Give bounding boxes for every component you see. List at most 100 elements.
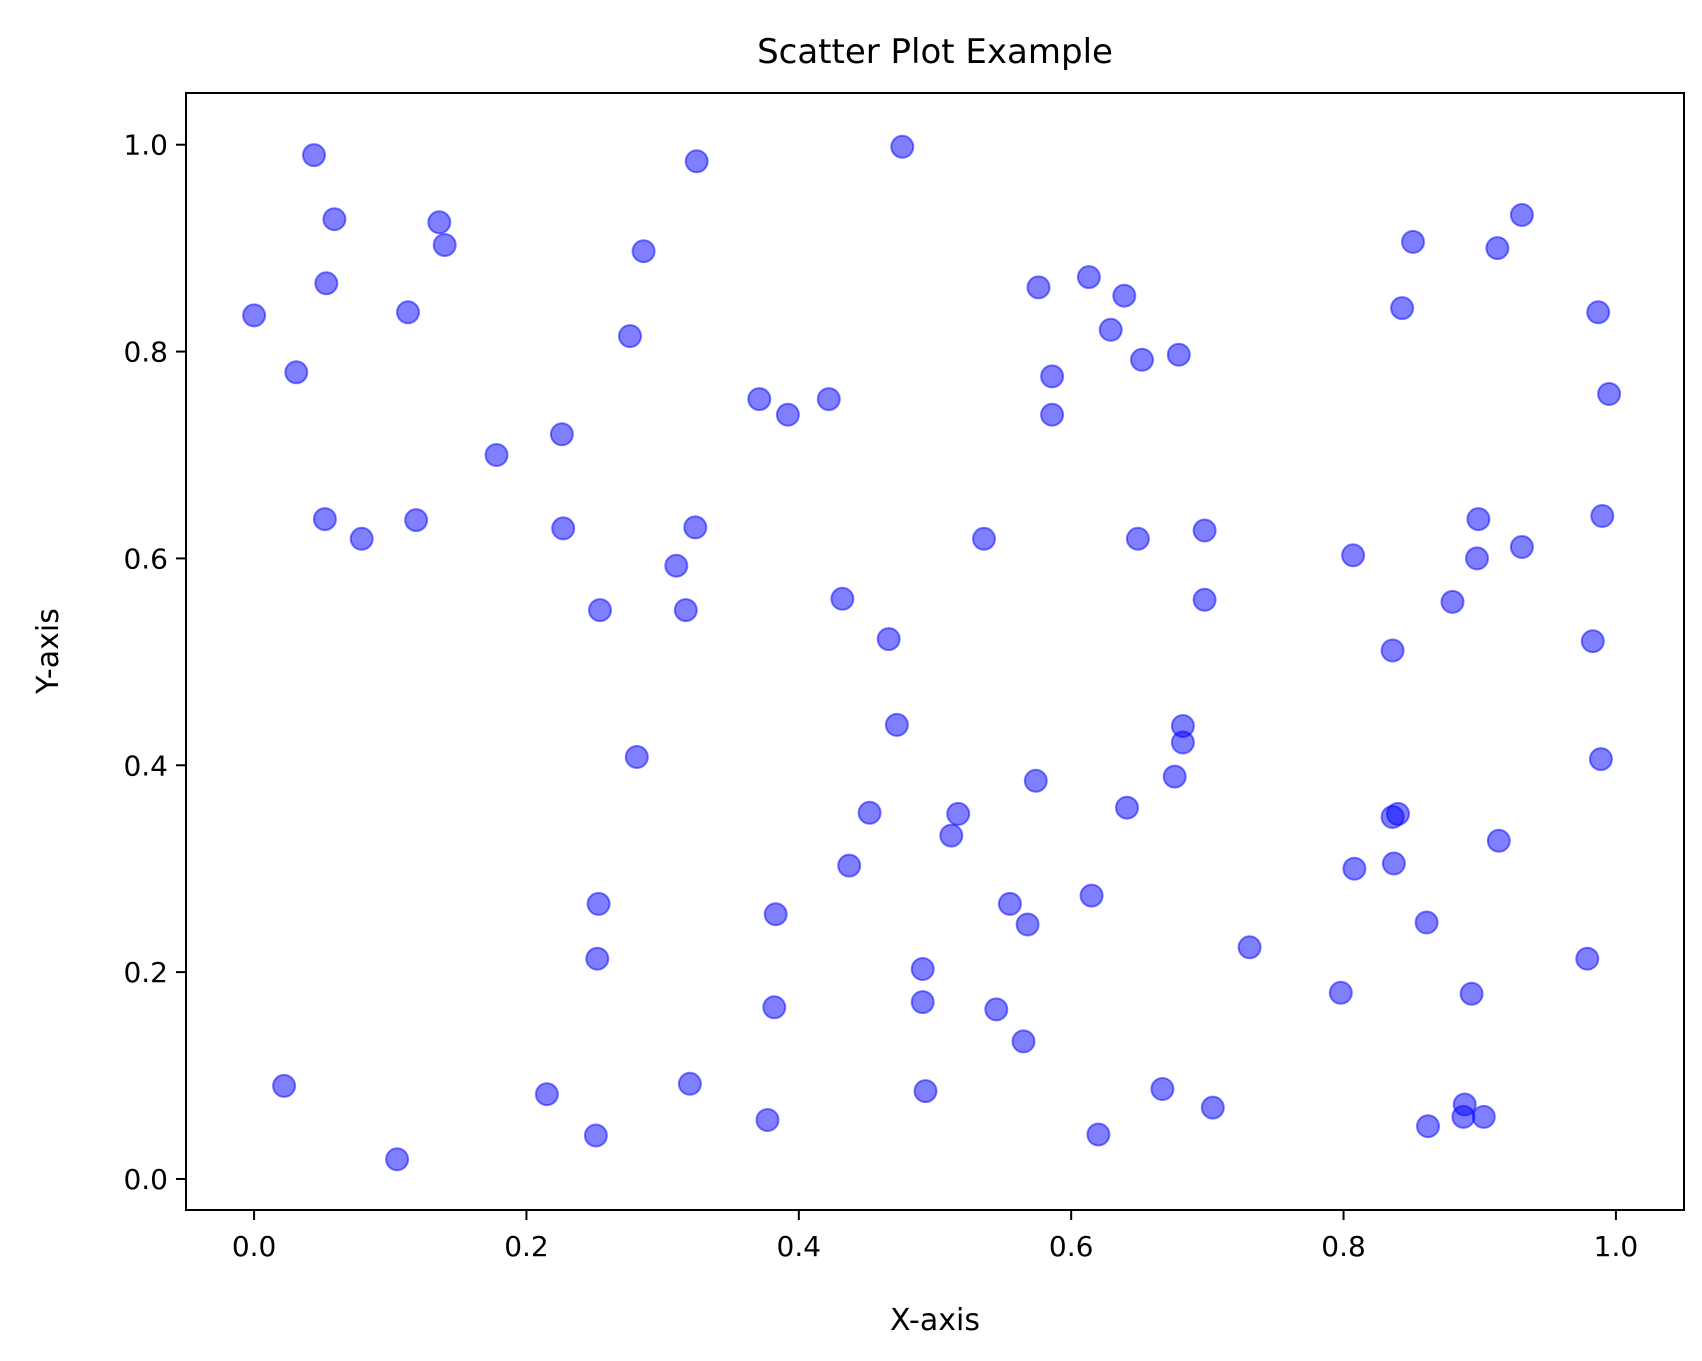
- scatter-point-7: [396, 300, 420, 325]
- x-tick-label-2: 0.4: [777, 1230, 822, 1263]
- scatter-point-95: [1451, 1104, 1476, 1129]
- scatter-point-54: [1166, 342, 1191, 367]
- scatter-point-79: [1509, 203, 1534, 227]
- scatter-point-50: [1076, 265, 1101, 290]
- scatter-point-20: [673, 598, 698, 623]
- y-tick-label-2: 0.4: [123, 749, 168, 782]
- scatter-point-73: [1380, 638, 1405, 663]
- scatter-point-17: [684, 149, 709, 174]
- scatter-point-55: [1125, 526, 1150, 551]
- y-tick-label-3: 0.6: [123, 542, 168, 575]
- scatter-point-83: [1465, 546, 1489, 571]
- plot-frame: [185, 92, 1685, 1211]
- scatter-point-9: [349, 526, 374, 551]
- scatter-point-98: [1588, 747, 1613, 772]
- scatter-point-28: [677, 1071, 702, 1096]
- scatter-point-18: [683, 515, 708, 540]
- scatter-point-37: [876, 627, 901, 652]
- scatter-point-2: [322, 207, 347, 232]
- y-tick-label-0: 0.0: [123, 1163, 168, 1196]
- scatter-point-29: [755, 1108, 780, 1132]
- scatter-point-68: [1086, 1122, 1111, 1147]
- scatter-point-97: [1416, 1114, 1440, 1139]
- scatter-point-0: [242, 303, 267, 328]
- scatter-point-75: [1328, 980, 1353, 1005]
- chart-title: Scatter Plot Example: [757, 32, 1113, 72]
- scatter-point-12: [549, 422, 574, 447]
- y-axis: 0.0 0.2 0.4 0.6 0.8 1.0: [123, 129, 186, 1196]
- scatter-point-33: [775, 402, 800, 427]
- scatter-point-80: [1586, 300, 1611, 325]
- scatter-point-57: [1192, 587, 1217, 612]
- scatter-point-26: [585, 946, 610, 971]
- scatter-point-46: [939, 823, 964, 848]
- scatter-point-90: [1381, 851, 1406, 876]
- x-tick-label-0: 0.0: [232, 1230, 277, 1263]
- scatter-point-15: [631, 239, 656, 264]
- scatter-point-11: [484, 443, 509, 467]
- scatter-point-64: [1115, 795, 1139, 820]
- scatter-point-99: [1575, 946, 1600, 971]
- scatter-point-60: [1015, 912, 1040, 937]
- scatter-point-92: [1486, 828, 1511, 853]
- scatter-point-43: [913, 1079, 938, 1104]
- scatter-point-84: [1509, 535, 1534, 559]
- scatter-point-32: [747, 387, 772, 412]
- x-tick-label-4: 0.8: [1321, 1230, 1366, 1263]
- scatter-point-82: [1466, 507, 1491, 532]
- scatter-point-62: [1011, 1029, 1036, 1054]
- scatter-point-70: [1200, 1095, 1225, 1120]
- x-axis-label: X-axis: [890, 1303, 980, 1338]
- scatter-point-41: [910, 957, 935, 981]
- scatter-point-93: [1459, 981, 1484, 1006]
- y-tick-label-5: 1.0: [123, 129, 168, 162]
- scatter-point-63: [1079, 883, 1104, 908]
- scatter-point-21: [624, 745, 649, 769]
- scatter-point-47: [1026, 275, 1051, 300]
- scatter-point-81: [1597, 382, 1622, 406]
- scatter-point-30: [762, 995, 787, 1020]
- scatter-point-71: [1237, 935, 1262, 960]
- x-tick-label-5: 1.0: [1594, 1230, 1639, 1263]
- scatter-point-59: [997, 891, 1022, 916]
- scatter-point-3: [314, 271, 339, 296]
- scatter-point-86: [1590, 504, 1615, 528]
- scatter-point-58: [1023, 768, 1048, 793]
- y-tick-label-4: 0.8: [123, 336, 168, 369]
- y-axis-label: Y-axis: [31, 608, 66, 695]
- scatter-point-96: [1471, 1104, 1496, 1129]
- scatter-point-78: [1485, 236, 1510, 261]
- scatter-point-74: [1342, 856, 1367, 881]
- x-tick-label-3: 0.6: [1049, 1230, 1094, 1263]
- scatter-point-39: [857, 800, 882, 825]
- scatter-point-14: [588, 598, 612, 623]
- scatter-point-53: [1130, 347, 1154, 372]
- scatter-point-34: [816, 387, 841, 412]
- x-axis: 0.0 0.2 0.4 0.6 0.8 1.0: [232, 1210, 1638, 1263]
- scatter-point-49: [1040, 402, 1065, 427]
- scatter-point-5: [427, 210, 452, 235]
- scatter-point-27: [586, 891, 611, 916]
- scatter-point-45: [946, 801, 971, 826]
- scatter-point-65: [1162, 764, 1187, 789]
- scatter-point-76: [1401, 229, 1425, 254]
- plot-area: [242, 134, 1622, 1172]
- scatter-point-24: [534, 1082, 559, 1107]
- x-tick-label-1: 0.2: [504, 1230, 549, 1263]
- scatter-point-31: [763, 902, 788, 927]
- scatter-point-23: [385, 1147, 410, 1172]
- scatter-point-36: [830, 586, 855, 611]
- scatter-point-16: [618, 324, 642, 349]
- scatter-point-85: [1440, 589, 1465, 614]
- scatter-point-56: [1192, 518, 1217, 543]
- scatter-point-40: [837, 853, 862, 878]
- scatter-point-6: [432, 233, 457, 257]
- scatter-point-25: [583, 1123, 608, 1148]
- scatter-point-77: [1390, 296, 1415, 321]
- scatter-point-48: [1040, 364, 1065, 389]
- scatter-point-44: [972, 526, 996, 551]
- scatter-point-1: [302, 143, 326, 168]
- scatter-point-69: [1150, 1077, 1175, 1101]
- scatter-point-8: [312, 507, 337, 532]
